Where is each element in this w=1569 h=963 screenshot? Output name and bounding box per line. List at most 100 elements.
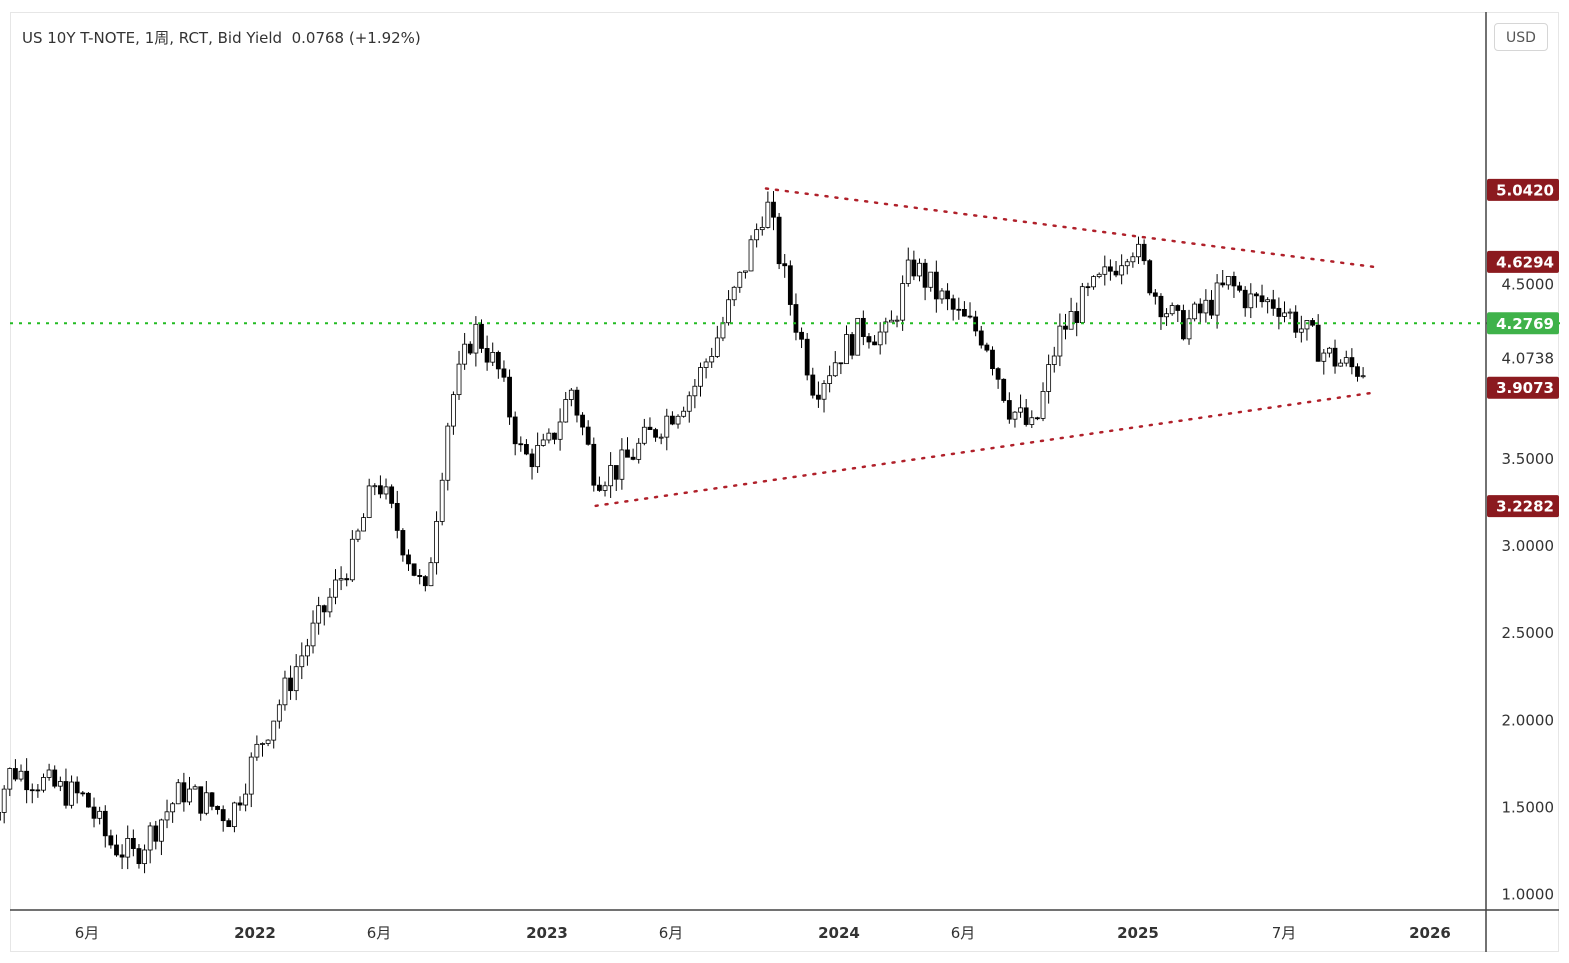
candle-body bbox=[355, 530, 361, 540]
candle-body bbox=[1181, 310, 1186, 340]
candle-body bbox=[1029, 417, 1035, 425]
candle-body bbox=[670, 415, 675, 425]
candle-body bbox=[349, 538, 355, 581]
candle-body bbox=[894, 319, 900, 322]
candle-body bbox=[434, 521, 439, 564]
candle-body bbox=[1225, 276, 1231, 286]
candle-body bbox=[248, 756, 254, 795]
candle-body bbox=[1321, 352, 1327, 362]
candle-body bbox=[400, 530, 406, 556]
candle-body bbox=[372, 485, 378, 488]
candle-body bbox=[1147, 260, 1153, 294]
candle-body bbox=[754, 229, 760, 241]
trendline-lower bbox=[594, 391, 1376, 508]
candle-body bbox=[1203, 299, 1209, 314]
candle-body bbox=[175, 782, 181, 805]
candle-body bbox=[97, 810, 103, 819]
candle-body bbox=[316, 605, 322, 624]
candle-body bbox=[91, 806, 97, 819]
candle-body bbox=[13, 768, 18, 780]
candle-body bbox=[1293, 311, 1299, 333]
candle-body bbox=[1343, 357, 1349, 364]
price-tag-label: 4.2769 bbox=[1496, 315, 1554, 333]
candle-body bbox=[939, 290, 945, 300]
price-tag bbox=[1487, 312, 1559, 335]
candle-body bbox=[226, 820, 232, 828]
y-tick-label: 3.5000 bbox=[1502, 450, 1555, 468]
candle-body bbox=[928, 271, 934, 288]
currency-button[interactable]: USD bbox=[1494, 23, 1548, 51]
candle-body bbox=[439, 479, 445, 522]
candle-body bbox=[860, 317, 866, 337]
candle-body bbox=[1074, 311, 1080, 323]
candle-body bbox=[883, 321, 889, 333]
candle-body bbox=[501, 368, 507, 378]
price-tag-label: 3.9073 bbox=[1496, 379, 1554, 397]
candle-body bbox=[130, 838, 136, 849]
candle-body bbox=[69, 781, 74, 806]
candle-body bbox=[310, 622, 316, 647]
price-tag bbox=[1487, 250, 1559, 273]
candle-body bbox=[57, 781, 63, 787]
candle-body bbox=[411, 563, 417, 576]
candle-body bbox=[1355, 366, 1360, 377]
candle-body bbox=[552, 432, 557, 440]
y-tick-label: 1.0000 bbox=[1502, 886, 1555, 904]
candlestick-series bbox=[0, 191, 1366, 874]
candle-body bbox=[1057, 325, 1063, 357]
x-tick-label: 6月 bbox=[951, 924, 976, 942]
candle-body bbox=[568, 389, 574, 400]
candle-body bbox=[703, 361, 709, 368]
drawing-lines bbox=[10, 187, 1560, 508]
candle-body bbox=[821, 383, 827, 400]
candle-body bbox=[580, 414, 585, 428]
candle-body bbox=[1220, 282, 1226, 286]
price-tag-label: 3.2282 bbox=[1496, 498, 1554, 516]
candle-body bbox=[630, 456, 636, 460]
candle-body bbox=[490, 352, 496, 363]
candle-body bbox=[451, 394, 456, 427]
candle-body bbox=[771, 201, 776, 218]
candle-body bbox=[265, 739, 271, 744]
candle-body bbox=[293, 666, 299, 692]
candle-body bbox=[692, 385, 698, 397]
candle-body bbox=[698, 367, 703, 387]
candle-body bbox=[832, 362, 838, 377]
candle-body bbox=[1360, 375, 1366, 378]
candle-body bbox=[1248, 293, 1254, 309]
candle-body bbox=[877, 331, 883, 346]
candle-body bbox=[1169, 305, 1175, 315]
candle-body bbox=[1265, 299, 1271, 303]
candle-body bbox=[1001, 378, 1007, 401]
candle-body bbox=[984, 344, 990, 351]
candle-body bbox=[647, 426, 653, 430]
candle-body bbox=[1023, 407, 1029, 425]
candle-body bbox=[181, 782, 187, 803]
candle-body bbox=[1040, 391, 1046, 419]
candle-body bbox=[1096, 273, 1102, 278]
candle-body bbox=[220, 809, 226, 822]
candle-body bbox=[1068, 311, 1074, 330]
candle-body bbox=[1349, 357, 1355, 368]
candle-body bbox=[305, 645, 310, 657]
x-tick-label: 2026 bbox=[1409, 924, 1451, 942]
candle-body bbox=[142, 849, 147, 865]
candle-body bbox=[1035, 417, 1040, 420]
candle-body bbox=[74, 781, 80, 794]
candle-body bbox=[922, 262, 928, 288]
candle-body bbox=[658, 436, 664, 439]
candle-body bbox=[844, 334, 849, 365]
candle-body bbox=[63, 781, 69, 806]
candle-body bbox=[29, 789, 35, 792]
candle-body bbox=[243, 793, 249, 806]
candle-body bbox=[209, 792, 215, 807]
candle-body bbox=[271, 720, 277, 741]
candle-body bbox=[608, 465, 614, 487]
candle-body bbox=[484, 348, 490, 363]
candle-body bbox=[810, 374, 816, 396]
candle-body bbox=[445, 425, 451, 481]
candle-body bbox=[1063, 325, 1068, 330]
candle-body bbox=[495, 352, 501, 370]
candle-body bbox=[1113, 270, 1119, 276]
